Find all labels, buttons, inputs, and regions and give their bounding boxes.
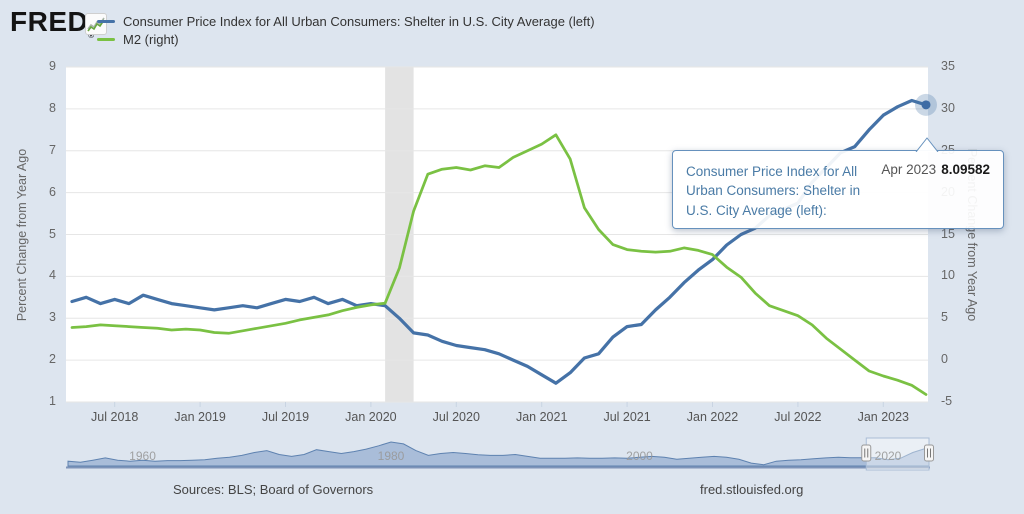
legend-label: Consumer Price Index for All Urban Consu… xyxy=(123,13,595,29)
legend-item[interactable]: M2 (right) xyxy=(97,31,595,47)
fred-logo-chart-icon xyxy=(85,13,107,35)
navigator-handle-right[interactable] xyxy=(924,444,934,462)
footer-sources: Sources: BLS; Board of Governors xyxy=(173,482,374,497)
fred-logo[interactable]: FRED® xyxy=(10,6,95,40)
tooltip-callout-arrow xyxy=(915,137,939,152)
footer-site-link[interactable]: fred.stlouisfed.org xyxy=(700,482,804,497)
tooltip: Consumer Price Index for All Urban Consu… xyxy=(672,137,1004,229)
legend-line-swatch xyxy=(97,37,115,41)
legend: Consumer Price Index for All Urban Consu… xyxy=(97,13,595,49)
navigator-selection[interactable] xyxy=(865,437,930,471)
fred-logo-text: FRED xyxy=(10,6,89,37)
tooltip-value: 8.09582 xyxy=(941,162,990,177)
legend-item[interactable]: Consumer Price Index for All Urban Consu… xyxy=(97,13,595,29)
tooltip-date: Apr 2023 xyxy=(881,162,937,177)
last-point-marker[interactable] xyxy=(921,100,931,110)
tooltip-point-info: Apr 2023 8.09582 xyxy=(881,162,990,217)
legend-line-swatch xyxy=(97,19,115,23)
series-line-m2 xyxy=(70,133,928,396)
tooltip-series-label: Consumer Price Index for All Urban Consu… xyxy=(686,164,861,218)
registered-mark: ® xyxy=(88,31,94,40)
navigator-area[interactable] xyxy=(67,441,930,467)
navigator-handle-left[interactable] xyxy=(861,444,872,462)
legend-label: M2 (right) xyxy=(123,31,179,47)
